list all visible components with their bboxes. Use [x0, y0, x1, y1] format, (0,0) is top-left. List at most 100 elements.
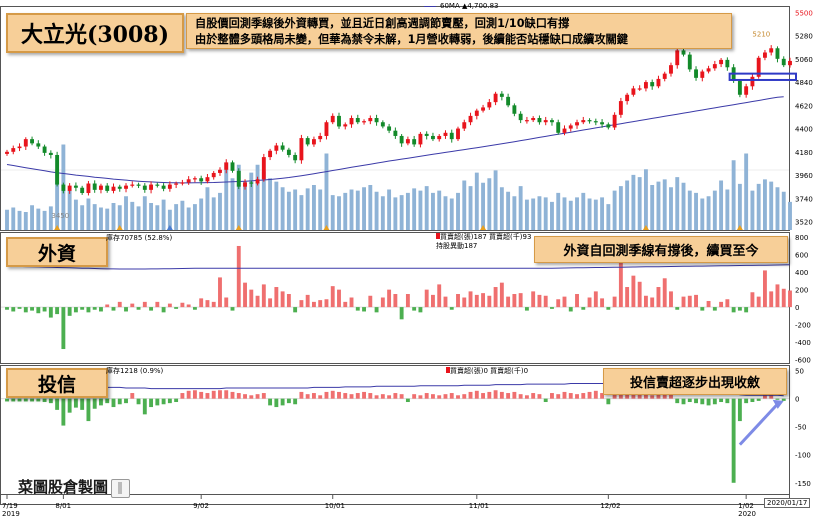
trust-bar	[706, 398, 711, 406]
foreign-bar	[587, 297, 592, 308]
volume-bar	[255, 164, 260, 230]
gap-highlight-box	[728, 72, 798, 81]
volume-bar	[142, 196, 147, 230]
volume-marker	[736, 225, 743, 230]
foreign-bar	[687, 295, 692, 308]
foreign-bar	[788, 290, 792, 308]
trust-bar	[643, 394, 648, 399]
commentary-line-1: 自股價回測季線後外資轉買，並且近日創高週調節賣壓，回測1/10缺口有撐	[195, 17, 570, 30]
volume-bar	[468, 186, 473, 230]
candle-body	[105, 185, 110, 191]
trust-bar	[750, 398, 755, 403]
candle-body	[318, 135, 323, 140]
trust-bar	[737, 398, 742, 422]
candle-body	[11, 148, 16, 152]
trust-bar	[612, 391, 617, 399]
foreign-bar	[474, 294, 479, 308]
trust-bar	[769, 394, 774, 399]
price-tick-label: 4840	[795, 79, 813, 87]
foreign-tick-label: -200	[795, 322, 811, 330]
trust-bar	[268, 398, 273, 406]
trust-bar	[80, 398, 85, 410]
foreign-bar	[161, 307, 166, 313]
x-tick-year: 2020	[738, 510, 756, 518]
date-badge: 2020/01/17	[764, 498, 811, 508]
volume-bar	[293, 189, 298, 230]
foreign-bar	[380, 297, 385, 308]
foreign-legend-text-2: 持股異動187	[436, 242, 478, 250]
foreign-bar	[543, 295, 548, 308]
trust-bar	[343, 393, 348, 399]
candle-body	[368, 118, 373, 122]
foreign-bar	[756, 296, 761, 308]
foreign-bar	[192, 307, 197, 310]
foreign-bar	[662, 278, 667, 308]
trust-bar	[575, 394, 579, 399]
candle-body	[374, 118, 379, 123]
trust-bar	[606, 398, 611, 405]
volume-bar	[763, 179, 767, 230]
volume-bar	[487, 178, 492, 230]
trust-bar	[236, 393, 241, 399]
volume-marker	[235, 225, 242, 230]
volume-bar	[568, 200, 573, 230]
trust-bar	[443, 394, 448, 399]
candle-body	[462, 122, 467, 129]
volume-bar	[149, 203, 154, 230]
foreign-bar	[405, 294, 410, 308]
foreign-bar	[499, 282, 504, 308]
foreign-bar	[750, 292, 755, 308]
volume-bar	[493, 170, 498, 230]
volume-bar	[581, 192, 586, 230]
candle-body	[700, 71, 705, 78]
foreign-annotation-text: 外資自回測季線有撐後，續買至今	[563, 244, 759, 259]
candle-body	[268, 150, 273, 158]
candle-body	[550, 120, 554, 123]
volume-bar	[575, 197, 579, 230]
trust-bar	[330, 390, 335, 399]
trust-bar	[224, 390, 229, 399]
candle-body	[42, 146, 47, 153]
foreign-bar	[512, 294, 517, 308]
foreign-bar	[431, 294, 435, 308]
trust-bar	[456, 395, 460, 399]
trust-bar	[493, 390, 498, 399]
x-tick-label: 8/01	[55, 502, 71, 510]
volume-bar	[769, 181, 774, 230]
price-tick-label: 4180	[795, 149, 813, 157]
trust-bar	[111, 398, 116, 408]
candle-body	[612, 114, 617, 128]
foreign-holding-line	[6, 264, 791, 270]
candle-body	[130, 184, 135, 186]
candle-body	[23, 139, 28, 147]
trust-bar	[136, 398, 141, 405]
volume-bar	[474, 172, 479, 230]
volume-bar	[788, 201, 792, 230]
foreign-bar	[305, 294, 310, 308]
candle-body	[537, 118, 542, 123]
foreign-bar	[130, 303, 135, 308]
trust-bar	[299, 391, 304, 399]
volume-bar	[299, 195, 304, 230]
foreign-bar	[368, 295, 373, 308]
trust-bar	[462, 394, 467, 399]
candle-body	[431, 135, 435, 140]
candle-body	[625, 94, 630, 102]
trust-bar	[73, 398, 78, 408]
foreign-bar	[456, 294, 460, 308]
foreign-bar	[86, 307, 91, 313]
volume-bar	[437, 190, 442, 230]
volume-bar	[750, 190, 755, 230]
foreign-bar	[48, 307, 53, 318]
trust-bar	[687, 398, 692, 403]
trust-tick-label: 0	[795, 396, 799, 404]
candle-body	[55, 154, 60, 185]
foreign-bar	[706, 300, 711, 308]
volume-bar	[518, 186, 523, 230]
candle-body	[30, 139, 34, 144]
volume-bar	[600, 197, 605, 230]
foreign-bar	[631, 275, 636, 308]
trust-bar	[524, 395, 529, 399]
trust-bar	[418, 395, 423, 399]
foreign-bar	[581, 307, 586, 310]
